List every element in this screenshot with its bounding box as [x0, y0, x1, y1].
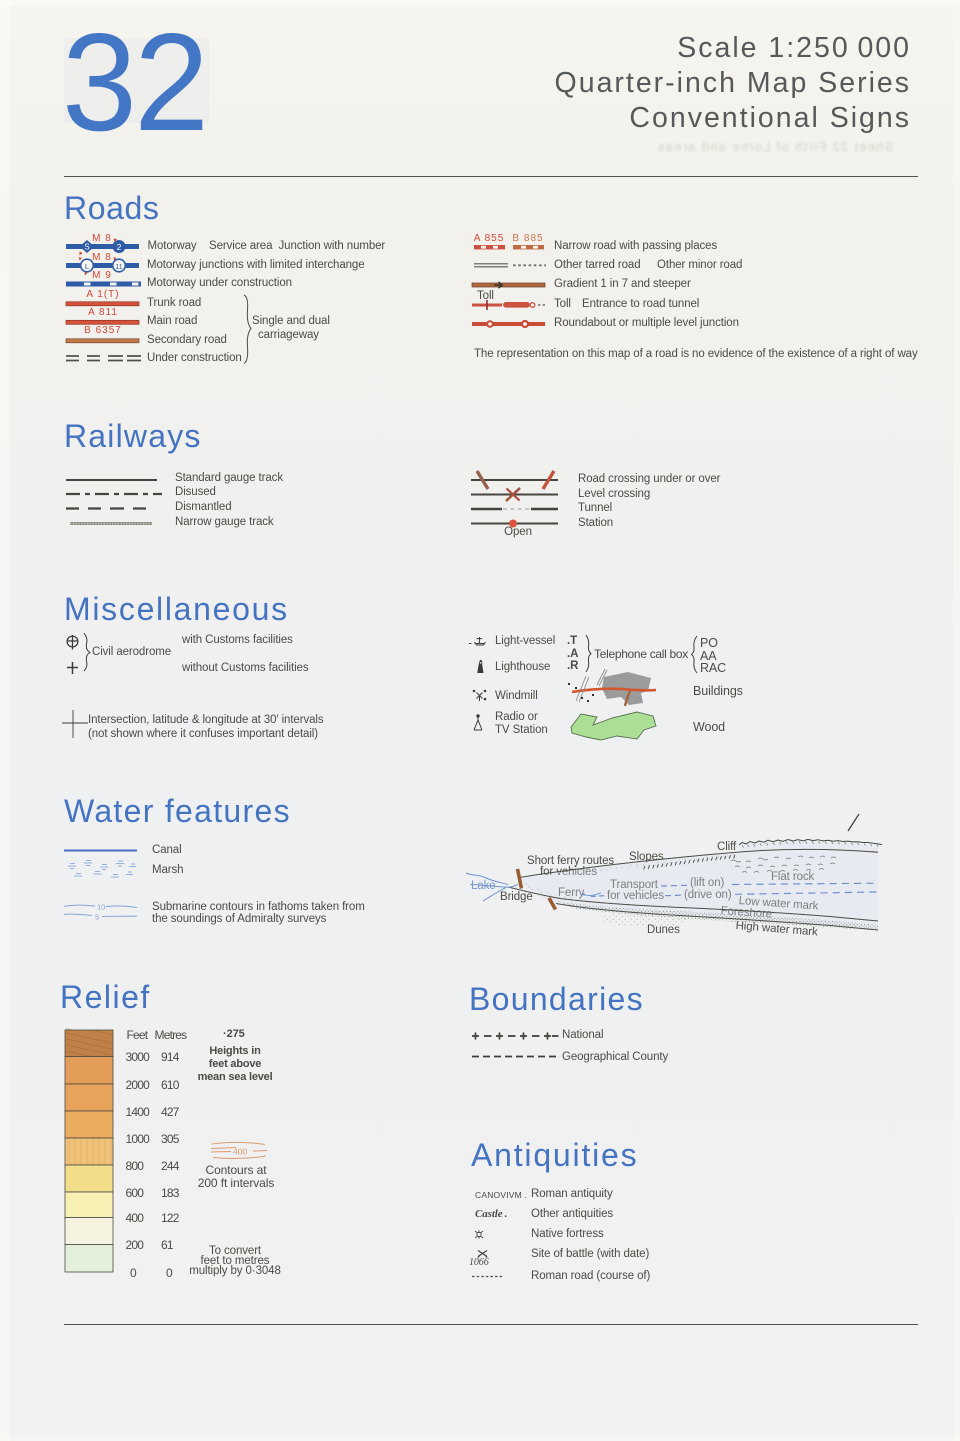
svg-text:L: L [85, 262, 89, 271]
svg-text:400: 400 [233, 1147, 247, 1157]
svg-text:11: 11 [115, 264, 122, 271]
svg-text:S: S [84, 243, 89, 252]
svg-text:2: 2 [117, 242, 122, 252]
svg-text:5: 5 [95, 913, 99, 922]
svg-text:10: 10 [97, 903, 105, 912]
